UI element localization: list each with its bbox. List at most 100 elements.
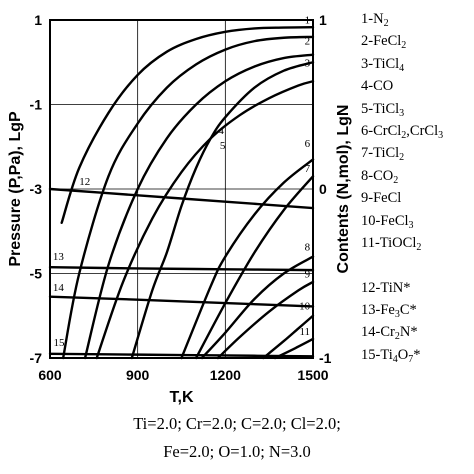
curve-6 xyxy=(180,158,315,360)
legend-pre: TiCl xyxy=(373,55,400,72)
right-y-axis-title: Contents (N,mol), LgN xyxy=(335,105,352,274)
legend: 1-N2 2-FeCl2 3-TiCl4 4-CO 5-TiCl3 6-CrCl2,CrC… xyxy=(361,8,471,366)
right-y-tick-label: -1 xyxy=(319,350,332,366)
curve-label-2: 2 xyxy=(305,36,311,48)
left-y-tick-label: -5 xyxy=(30,266,43,282)
curve-label-9: 9 xyxy=(305,269,311,281)
curve-1 xyxy=(60,25,315,224)
curve-label-15: 15 xyxy=(54,337,66,349)
curve-label-4: 4 xyxy=(218,125,224,137)
legend-num: 11- xyxy=(361,234,380,251)
left-y-tick-label: -3 xyxy=(30,181,43,197)
legend-sub1: 2 xyxy=(401,40,407,52)
plot-frame xyxy=(49,19,314,359)
legend-pre: FeCl xyxy=(380,212,409,229)
legend-sub1: 2 xyxy=(394,331,400,343)
legend-num: 9- xyxy=(361,190,374,207)
legend-sub1: 4 xyxy=(399,62,405,74)
curve-label-13: 13 xyxy=(53,251,65,263)
legend-item: 2-FeCl2 xyxy=(361,30,471,52)
legend-item: 3-TiCl4 xyxy=(361,53,471,75)
legend-pre: Fe xyxy=(380,302,395,319)
legend-mid: C* xyxy=(399,302,417,319)
legend-num: 2- xyxy=(361,33,374,50)
legend-sub1: 2 xyxy=(393,174,399,186)
legend-item: 10-FeCl3 xyxy=(361,210,471,232)
left-y-tick-label: -1 xyxy=(30,97,43,113)
legend-sub1: 3 xyxy=(394,309,400,321)
curve-2 xyxy=(61,35,315,360)
legend-num: 5- xyxy=(361,100,374,117)
curve-10 xyxy=(262,314,315,360)
legend-item: 8-CO2 xyxy=(361,165,471,187)
legend-item: 13-Fe3C* xyxy=(361,299,471,321)
legend-pre: N xyxy=(373,11,384,27)
left-y-tick-label: 1 xyxy=(34,12,42,28)
curve-label-7: 7 xyxy=(305,163,311,175)
composition-footnote: Ti=2.0; Cr=2.0; C=2.0; Cl=2.0; Fe=2.0; O… xyxy=(0,410,474,466)
curve-label-11: 11 xyxy=(299,326,310,338)
legend-pre: FeCl xyxy=(373,33,402,50)
legend-item: 6-CrCl2,CrCl3 xyxy=(361,120,471,142)
curve-label-5: 5 xyxy=(220,140,226,152)
legend-num: 14- xyxy=(361,324,381,341)
left-y-axis-title: Pressure (P,Pa), LgP xyxy=(7,111,24,267)
x-tick-label: 1500 xyxy=(297,367,328,383)
legend-mid: N* xyxy=(399,324,418,341)
curve-5 xyxy=(95,80,315,360)
curve-7 xyxy=(194,175,315,360)
legend-sub1: 2 xyxy=(399,152,405,164)
legend-sub2: 7 xyxy=(408,353,414,365)
legend-num: 4- xyxy=(361,78,374,95)
legend-pre: TiCl xyxy=(373,145,400,162)
legend-sub1: 2 xyxy=(416,241,422,253)
x-tick-label: 1200 xyxy=(210,367,241,383)
legend-pre: CrCl xyxy=(373,122,402,139)
legend-item: 11-TiOCl2 xyxy=(361,232,471,254)
legend-sub1: 2 xyxy=(383,18,389,29)
legend-pre: Ti xyxy=(380,346,393,363)
curve-8 xyxy=(200,255,315,360)
legend-num: 12- xyxy=(361,279,381,296)
legend-sub1: 3 xyxy=(399,107,405,119)
curve-label-14: 14 xyxy=(53,282,65,294)
legend-pre: TiOCl xyxy=(379,234,417,251)
curve-9 xyxy=(216,280,315,360)
curve-label-10: 10 xyxy=(299,300,311,312)
curve-3 xyxy=(83,53,315,360)
curve-label-12: 12 xyxy=(79,176,90,188)
legend-num: 15- xyxy=(361,346,381,363)
legend-item: 12-TiN* xyxy=(361,277,471,299)
legend-sub1: 2 xyxy=(401,129,407,141)
legend-pre: TiN* xyxy=(380,279,411,296)
legend-item: 14-Cr2N* xyxy=(361,321,471,343)
legend-num: 8- xyxy=(361,167,374,184)
curves xyxy=(48,25,315,360)
curve-14 xyxy=(48,295,315,308)
legend-item: 1-N2 xyxy=(361,8,471,30)
curve-13 xyxy=(48,265,315,272)
legend-pre: CO xyxy=(373,78,394,95)
legend-item: 4-CO xyxy=(361,75,471,97)
legend-pre: TiCl xyxy=(373,100,400,117)
x-tick-label: 900 xyxy=(126,367,150,383)
legend-sub1: 3 xyxy=(408,219,414,231)
legend-mid: ,CrCl xyxy=(406,122,439,139)
legend-item: 9-FeCl xyxy=(361,187,471,209)
right-y-tick-label: 0 xyxy=(319,181,327,197)
curve-label-3: 3 xyxy=(305,57,311,69)
legend-item: 5-TiCl3 xyxy=(361,98,471,120)
legend-item: 7-TiCl2 xyxy=(361,142,471,164)
curve-label-8: 8 xyxy=(305,241,311,253)
right-y-tick-label: 1 xyxy=(319,12,327,28)
left-y-tick-label: -7 xyxy=(30,350,43,366)
legend-item: 15-Ti4O7* xyxy=(361,344,471,366)
curve-12 xyxy=(48,187,315,210)
legend-sub2: 3 xyxy=(438,129,444,141)
x-tick-label: 600 xyxy=(38,367,62,383)
legend-mid: O xyxy=(397,346,409,363)
legend-pre: FeCl xyxy=(373,190,402,207)
legend-num: 13- xyxy=(361,302,381,319)
